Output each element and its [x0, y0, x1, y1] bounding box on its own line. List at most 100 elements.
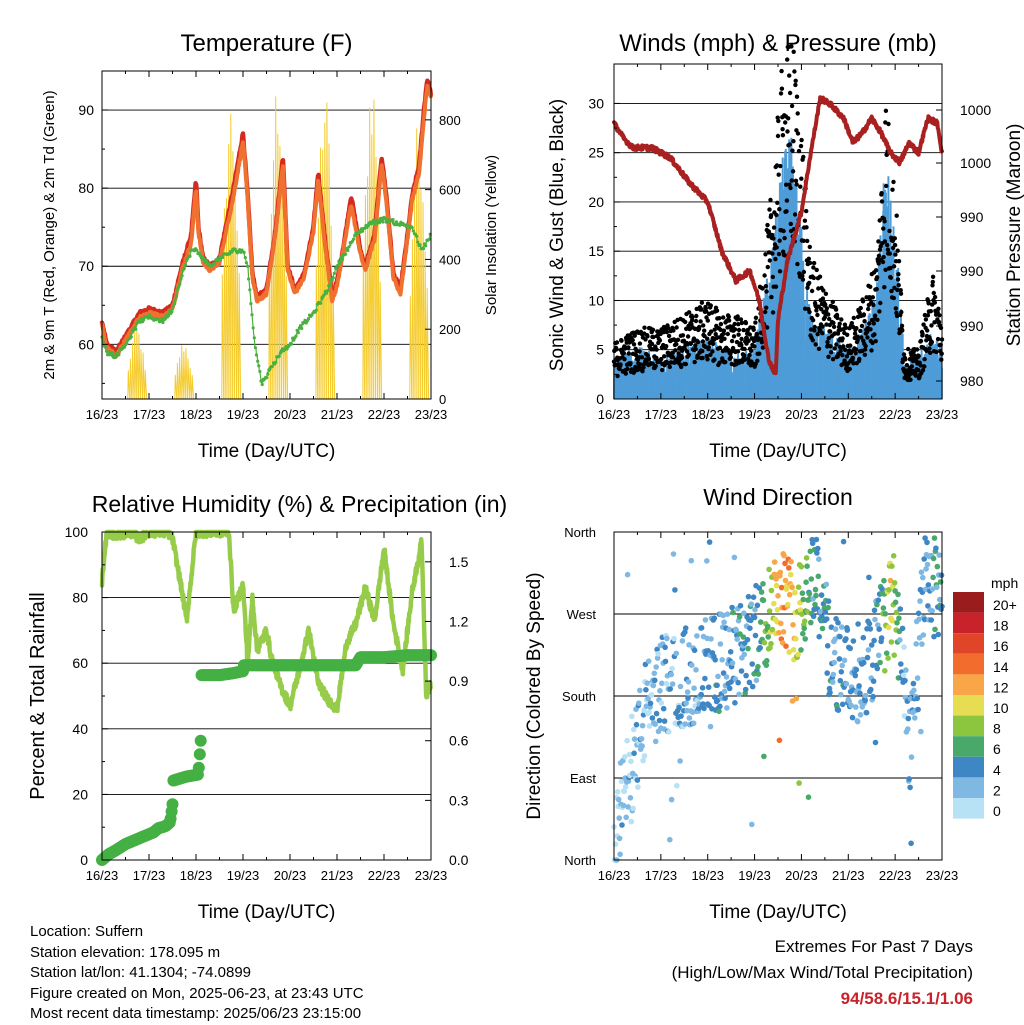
wind-direction-point [887, 577, 894, 584]
gust-point [717, 345, 723, 350]
gust-point [664, 344, 669, 349]
gust-point [783, 120, 788, 125]
winds-left-axis: 0 5 10 15 20 25 30 [588, 95, 620, 407]
solar-spike [182, 351, 186, 400]
solar-spike [364, 195, 368, 400]
gust-point [674, 325, 679, 330]
solar-spike [323, 122, 327, 400]
gust-point [717, 316, 722, 321]
gust-point [686, 310, 692, 315]
wind-direction-point [660, 705, 667, 712]
wind-direction-point [782, 560, 788, 567]
gust-point [896, 283, 901, 288]
wind-direction-point [800, 630, 806, 637]
gust-point [747, 332, 752, 337]
gust-point [913, 373, 918, 378]
gust-point [789, 178, 794, 183]
gust-point [780, 133, 786, 138]
solar-spike [127, 370, 131, 400]
legend-label: 8 [993, 721, 1001, 737]
wind-direction-point [827, 689, 833, 696]
gust-point [873, 268, 879, 273]
wind-direction-point [682, 721, 688, 727]
gust-point [615, 373, 620, 379]
gust-point [868, 327, 873, 332]
wind-direction-point [798, 647, 804, 653]
wind-direction-point [668, 671, 674, 678]
series-total-rainfall [96, 649, 437, 866]
wind-direction-point [748, 617, 754, 624]
gust-point [936, 306, 941, 311]
wind-direction-point [823, 581, 830, 588]
y-tick-label: 20 [588, 194, 604, 210]
solar-spike [411, 239, 415, 400]
solar-spike [229, 113, 233, 400]
y-tick-label: 5 [596, 342, 604, 358]
wind-direction-point [894, 620, 900, 626]
wind-direction-point [731, 554, 738, 561]
wind-direction-point [619, 822, 625, 828]
wind-direction-point [914, 675, 921, 681]
gust-point [795, 131, 801, 136]
wind-direction-point [919, 641, 925, 647]
station-elevation: Station elevation: 178.095 m [30, 943, 221, 961]
wind-direction-point [816, 633, 822, 640]
wind-direction-point [925, 582, 932, 588]
gust-point [774, 212, 779, 218]
gust-point [775, 115, 780, 120]
wind-direction-point [624, 737, 630, 744]
solar-spike [184, 348, 188, 400]
gust-point [895, 287, 900, 293]
gust-point [760, 345, 766, 350]
wind-direction-point [630, 805, 636, 812]
gust-point [844, 354, 850, 359]
gust-point [853, 351, 858, 356]
wind-direction-point [844, 627, 851, 633]
wind-direction-point [758, 589, 765, 595]
solar-spike [379, 281, 383, 400]
gust-point [847, 366, 852, 372]
wind-direction-point [805, 794, 812, 800]
legend-label: 12 [993, 679, 1009, 695]
gust-point [871, 302, 876, 308]
solar-spike [419, 188, 423, 400]
wind-direction-point [776, 737, 783, 744]
gust-point [881, 254, 886, 260]
gust-point [831, 320, 836, 326]
gust-point [679, 355, 685, 361]
gust-point [810, 338, 815, 343]
extremes-subtitle: (High/Low/Max Wind/Total Precipitation) [671, 963, 973, 982]
gust-point [693, 343, 698, 348]
gust-point [645, 334, 650, 339]
y-axis-title-left: 2m & 9m T (Red, Orange) & 2m Td (Green) [41, 90, 58, 379]
wind-direction-point [852, 672, 859, 679]
wind-direction-point [823, 616, 830, 622]
wind-direction-point [755, 663, 761, 670]
gust-point [798, 143, 804, 149]
wind-direction-point [801, 618, 808, 624]
wind-direction-point [766, 608, 773, 614]
gust-point [671, 328, 676, 333]
legend-label: 20+ [993, 597, 1017, 613]
gust-point [922, 357, 927, 362]
speed-legend: mph 20+ 18 16 14 12 10 8 6 4 2 0 [953, 575, 1018, 819]
gust-point [645, 353, 650, 358]
gust-point [680, 333, 686, 338]
gust-point [835, 315, 840, 321]
gust-point [736, 332, 741, 337]
gust-point [666, 333, 672, 339]
wind-direction-point [815, 545, 821, 552]
gust-point [807, 260, 813, 266]
wind-direction-point [877, 659, 883, 666]
gust-point [622, 357, 627, 362]
gust-point [770, 251, 775, 256]
gust-point [738, 317, 744, 322]
gust-point [793, 78, 798, 84]
wind-direction-point [721, 688, 728, 695]
wind-direction-point [639, 743, 645, 749]
wind-direction-point [652, 721, 658, 727]
gust-point [699, 300, 705, 305]
gust-point [823, 291, 829, 296]
wind-direction-point [705, 648, 711, 654]
wind-direction-point [624, 571, 631, 578]
